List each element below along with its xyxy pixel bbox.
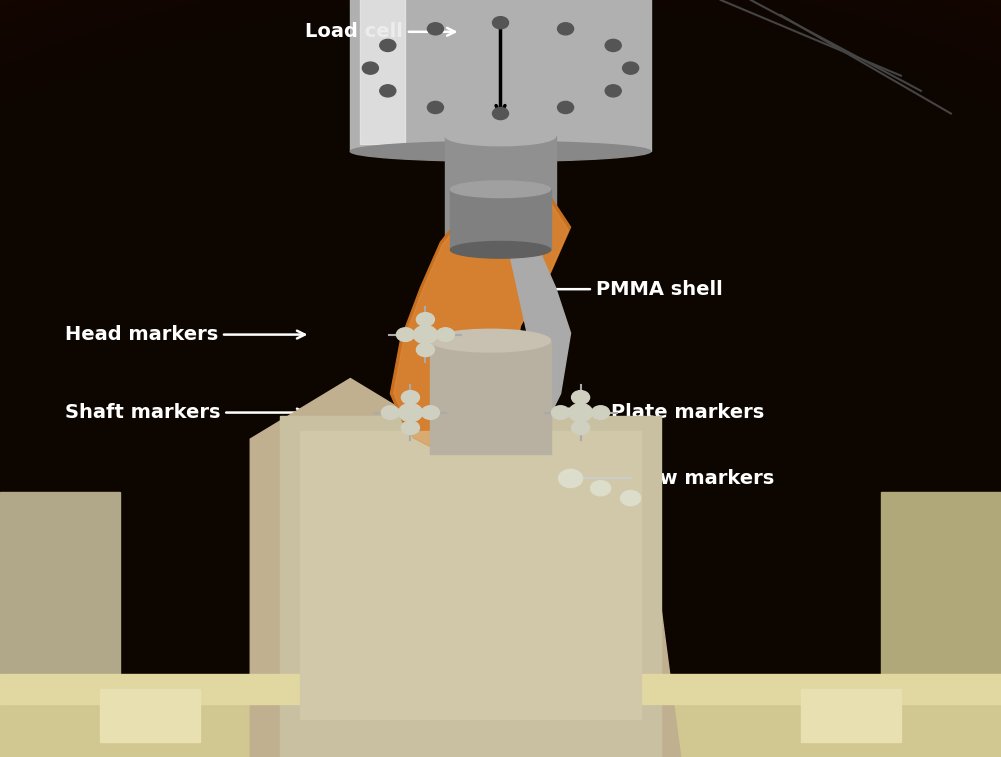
Text: PMMA shell: PMMA shell	[502, 279, 723, 299]
Bar	[360, 0, 405, 144]
Circle shape	[401, 421, 419, 435]
Circle shape	[379, 85, 395, 97]
Circle shape	[592, 406, 610, 419]
Text: Screw markers: Screw markers	[562, 469, 774, 488]
Text: Head markers: Head markers	[65, 325, 304, 344]
Circle shape	[558, 101, 574, 114]
Bar	[430, 341, 551, 454]
Text: Plate markers: Plate markers	[562, 403, 764, 422]
Circle shape	[401, 391, 419, 404]
Circle shape	[379, 39, 395, 51]
Circle shape	[413, 326, 437, 344]
Circle shape	[552, 406, 570, 419]
Circle shape	[559, 469, 583, 488]
Bar	[801, 689, 901, 742]
Ellipse shape	[445, 126, 556, 145]
Bar	[100, 689, 200, 742]
Bar	[0, 492, 120, 719]
Circle shape	[396, 328, 414, 341]
Bar	[300, 431, 641, 719]
Ellipse shape	[430, 329, 551, 352]
Ellipse shape	[450, 241, 551, 258]
Circle shape	[492, 107, 509, 120]
Circle shape	[427, 23, 443, 35]
Ellipse shape	[350, 142, 651, 161]
Bar	[445, 136, 556, 242]
Circle shape	[427, 101, 443, 114]
Circle shape	[381, 406, 399, 419]
Text: Shaft markers: Shaft markers	[65, 403, 304, 422]
Circle shape	[606, 39, 622, 51]
Circle shape	[606, 85, 622, 97]
Circle shape	[436, 328, 454, 341]
Circle shape	[421, 406, 439, 419]
Circle shape	[569, 403, 593, 422]
Circle shape	[416, 313, 434, 326]
Circle shape	[416, 343, 434, 357]
Bar	[280, 416, 661, 757]
Bar	[0, 674, 1001, 704]
Circle shape	[623, 62, 639, 74]
Ellipse shape	[450, 181, 551, 198]
Circle shape	[558, 23, 574, 35]
Ellipse shape	[445, 233, 556, 251]
Circle shape	[591, 481, 611, 496]
Polygon shape	[250, 378, 681, 757]
Text: Load cell: Load cell	[305, 22, 454, 42]
Bar	[881, 492, 1001, 719]
Circle shape	[621, 491, 641, 506]
Polygon shape	[511, 227, 571, 424]
Bar	[450, 189, 551, 250]
Polygon shape	[390, 182, 571, 454]
Circle shape	[492, 17, 509, 29]
Bar	[0, 681, 1001, 757]
Bar	[350, 0, 651, 151]
Circle shape	[572, 391, 590, 404]
Polygon shape	[393, 185, 569, 453]
Circle shape	[362, 62, 378, 74]
Circle shape	[572, 421, 590, 435]
Circle shape	[398, 403, 422, 422]
